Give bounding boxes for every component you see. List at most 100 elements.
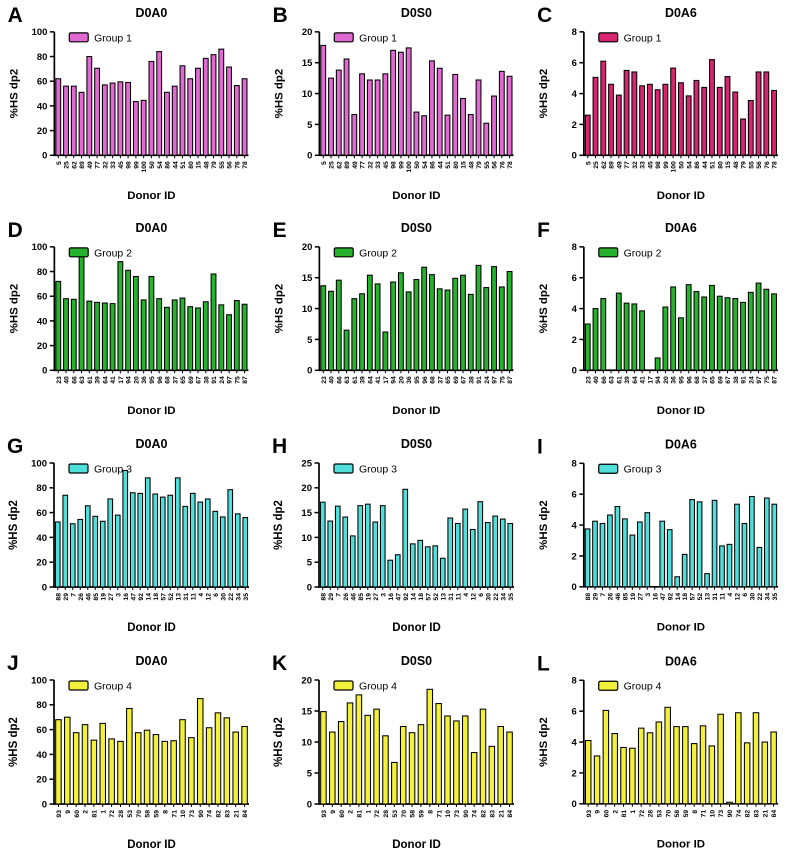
bar-donor-92 (137, 492, 144, 588)
bar-donor-12 (469, 528, 476, 588)
x-tick-label: 33 (640, 161, 647, 169)
bar-donor-24 (218, 304, 225, 371)
y-tick-label: 6 (572, 707, 577, 718)
bar-donor-67 (195, 307, 201, 371)
x-tick-label: 34 (235, 593, 242, 601)
panel-title: D0A0 (136, 221, 168, 235)
x-tick-label: 78 (242, 161, 249, 169)
bar-donor-97 (226, 314, 232, 371)
bar-donor-2 (81, 724, 89, 805)
bar-donor-68 (164, 306, 170, 371)
bar-donor-90 (196, 698, 204, 805)
x-tick-label: 30 (485, 593, 492, 601)
y-tick-label: 2 (572, 335, 577, 346)
bar-donor-64 (366, 274, 373, 371)
bar-donor-74 (205, 727, 213, 805)
legend-label: Group 3 (624, 465, 662, 476)
bar-donor-99 (397, 51, 404, 156)
bar-donor-78 (771, 89, 778, 156)
bar-donor-4 (726, 543, 733, 588)
y-tick-label: 5 (307, 335, 312, 346)
bar-donor-44 (701, 86, 708, 156)
bar-donor-8 (426, 688, 434, 805)
x-tick-label: 19 (100, 593, 107, 601)
x-tick-label: 10 (709, 810, 716, 818)
bar-donor-20 (397, 272, 404, 371)
legend-label: Group 1 (359, 33, 397, 44)
x-tick-label: 88 (55, 593, 62, 601)
x-axis-title: Donor ID (657, 839, 705, 851)
x-tick-label: 51 (710, 161, 717, 169)
bar-donor-69 (187, 306, 194, 371)
x-tick-label: 5 (321, 161, 328, 165)
x-tick-label: 58 (145, 810, 152, 818)
x-tick-label: 90 (198, 810, 205, 818)
x-tick-label: 32 (632, 161, 639, 169)
x-tick-label: 19 (365, 593, 372, 601)
x-tick-label: 9 (65, 810, 72, 814)
x-tick-label: 48 (468, 161, 475, 169)
y-tick-label: 10 (302, 304, 313, 315)
bar-donor-39 (359, 293, 365, 371)
x-tick-label: 95 (414, 376, 421, 384)
bar-donor-82 (479, 708, 487, 805)
y-tick-label: 100 (32, 27, 48, 38)
y-tick-label: 20 (301, 675, 312, 686)
bar-donor-22 (756, 546, 763, 588)
x-tick-label: 67 (461, 376, 468, 384)
bar-donor-30 (219, 516, 226, 588)
legend-label: Group 4 (624, 682, 662, 693)
legend-swatch (68, 32, 89, 43)
y-tick-label: 100 (31, 458, 47, 469)
x-tick-label: 70 (136, 810, 143, 818)
x-tick-label: 2 (612, 810, 619, 814)
x-tick-label: 24 (748, 376, 755, 384)
bar-donor-86 (429, 60, 435, 156)
bar-donor-6 (741, 522, 748, 588)
bar-donor-80 (452, 73, 459, 156)
legend-swatch (598, 32, 619, 43)
x-tick-label: 23 (321, 376, 328, 384)
y-axis-title: %HS dp2 (273, 717, 285, 767)
x-tick-label: 70 (401, 810, 408, 818)
bar-donor-73 (188, 737, 195, 805)
x-tick-label: 99 (398, 161, 405, 169)
y-tick-label: 0 (307, 799, 312, 810)
panel-letter: C (537, 4, 552, 27)
bar-donor-3 (114, 514, 121, 588)
x-tick-label: 56 (227, 161, 234, 169)
bar-donor-92 (402, 488, 409, 588)
x-tick-label: 91 (741, 376, 748, 384)
bar-donor-21 (232, 731, 239, 805)
bar-donor-65 (709, 284, 715, 371)
x-tick-label: 21 (233, 810, 240, 818)
bar-donor-26 (607, 514, 613, 588)
x-tick-label: 83 (224, 810, 231, 818)
x-tick-label: 90 (727, 810, 734, 818)
bar-donor-54 (685, 95, 692, 156)
x-tick-label: 79 (741, 161, 748, 169)
x-tick-label: 85 (622, 593, 629, 601)
x-tick-label: 39 (95, 376, 102, 384)
legend-swatch (333, 463, 354, 474)
x-tick-label: 23 (585, 376, 592, 384)
x-tick-label: 14 (675, 593, 682, 601)
bar-donor-92 (666, 529, 673, 588)
x-tick-label: 93 (586, 810, 593, 818)
x-tick-label: 61 (87, 376, 94, 384)
x-axis-title: Donor ID (392, 405, 440, 417)
bar-donor-40 (63, 298, 69, 371)
legend-swatch (598, 247, 619, 258)
bar-donor-1 (629, 747, 636, 805)
x-tick-label: 77 (95, 161, 102, 169)
x-tick-label: 86 (165, 161, 172, 169)
bar-donor-75 (763, 288, 770, 371)
bar-donor-97 (491, 266, 497, 371)
bar-donor-13 (439, 557, 446, 588)
panel-letter: H (272, 435, 287, 458)
y-tick-label: 15 (302, 58, 313, 69)
x-tick-label: 21 (498, 810, 505, 818)
x-tick-label: 9 (595, 810, 602, 814)
x-tick-label: 46 (615, 593, 622, 601)
bar-donor-87 (506, 271, 513, 371)
